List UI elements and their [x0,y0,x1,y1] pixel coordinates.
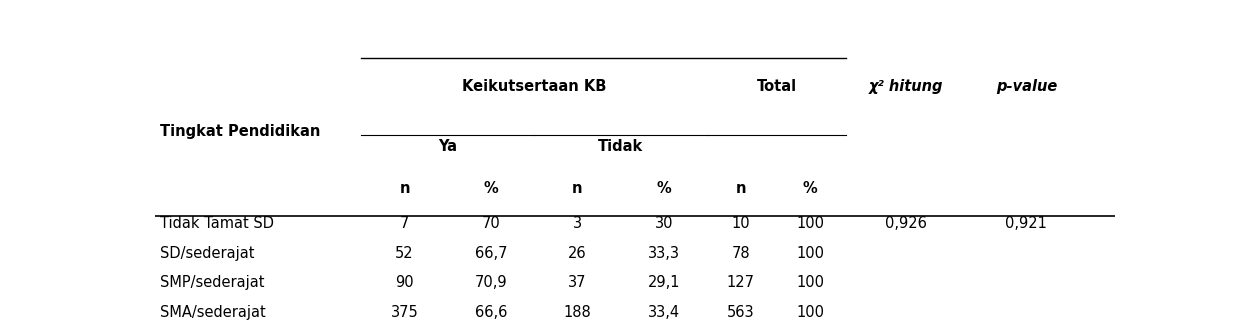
Text: 26: 26 [567,246,587,261]
Text: 3: 3 [572,216,582,231]
Text: %: % [657,181,672,196]
Text: 100: 100 [797,246,824,261]
Text: 52: 52 [395,246,414,261]
Text: n: n [736,181,746,196]
Text: %: % [483,181,498,196]
Text: 375: 375 [390,305,419,320]
Text: Tidak Tamat SD: Tidak Tamat SD [160,216,274,231]
Text: SMA/sederajat: SMA/sederajat [160,305,265,320]
Text: 37: 37 [569,275,586,290]
Text: %: % [803,181,818,196]
Text: 100: 100 [797,216,824,231]
Text: n: n [572,181,582,196]
Text: 127: 127 [726,275,755,290]
Text: 100: 100 [797,275,824,290]
Text: 563: 563 [727,305,755,320]
Text: 90: 90 [395,275,414,290]
Text: 33,4: 33,4 [648,305,680,320]
Text: 188: 188 [564,305,591,320]
Text: 0,926: 0,926 [886,216,927,231]
Text: 0,921: 0,921 [1005,216,1047,231]
Text: 66,6: 66,6 [475,305,507,320]
Text: 30: 30 [654,216,673,231]
Text: Tingkat Pendidikan: Tingkat Pendidikan [160,124,320,139]
Text: SD/sederajat: SD/sederajat [160,246,254,261]
Text: 33,3: 33,3 [648,246,680,261]
Text: 10: 10 [731,216,750,231]
Text: 66,7: 66,7 [475,246,507,261]
Text: n: n [399,181,410,196]
Text: 70: 70 [482,216,501,231]
Text: Total: Total [757,79,797,94]
Text: 78: 78 [731,246,750,261]
Text: Keikutsertaan KB: Keikutsertaan KB [462,79,606,94]
Text: Ya: Ya [439,139,457,154]
Text: 100: 100 [797,305,824,320]
Text: 70,9: 70,9 [475,275,507,290]
Text: Tidak: Tidak [598,139,643,154]
Text: χ² hitung: χ² hitung [869,79,944,94]
Text: 7: 7 [400,216,409,231]
Text: 29,1: 29,1 [648,275,680,290]
Text: SMP/sederajat: SMP/sederajat [160,275,264,290]
Text: p-value: p-value [996,79,1057,94]
